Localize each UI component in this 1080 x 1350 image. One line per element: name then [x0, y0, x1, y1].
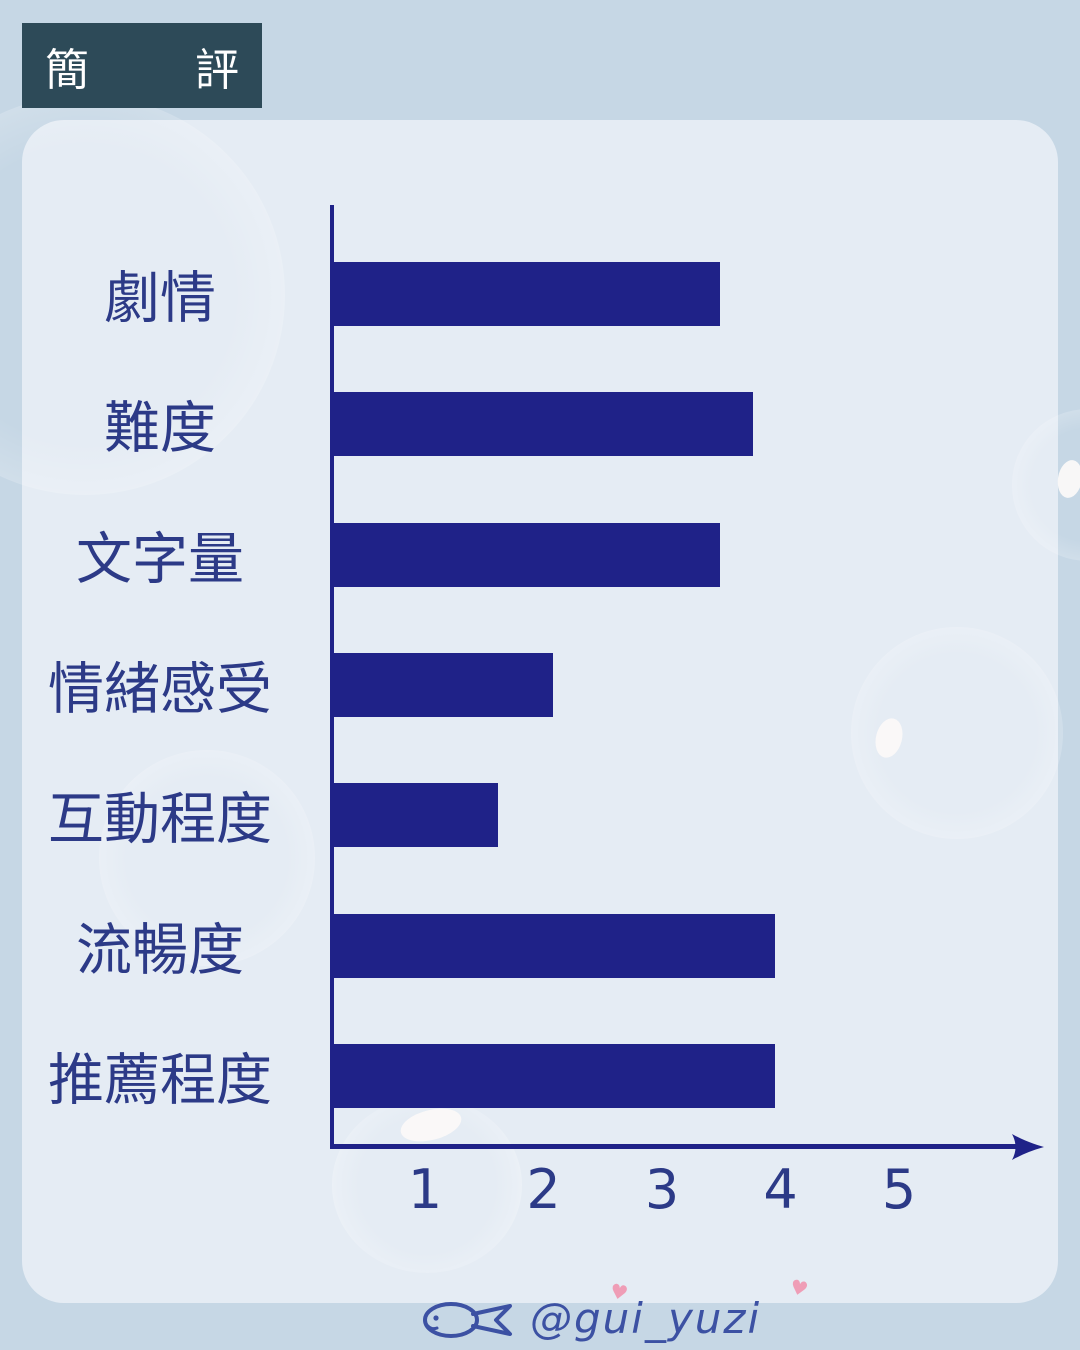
bar-7	[331, 1044, 775, 1108]
bar-2	[331, 392, 753, 456]
chart-title: 簡 評	[45, 44, 285, 96]
bubble-decoration	[99, 750, 315, 966]
category-label: 情緒感受	[48, 657, 272, 723]
x-tick-label: 5	[881, 1158, 917, 1221]
bar-5	[331, 783, 498, 847]
bar-3	[331, 523, 720, 587]
chart-title-box: 簡 評	[22, 23, 262, 108]
x-tick-label: 1	[407, 1158, 443, 1221]
author-handle: @gui_yuzi	[530, 1293, 762, 1343]
x-tick-label: 4	[763, 1158, 798, 1221]
category-label: 文字量	[76, 527, 244, 593]
category-label: 劇情	[104, 266, 216, 332]
author-signature: @gui_yuzi	[420, 1292, 761, 1344]
category-label: 流暢度	[76, 918, 244, 984]
category-label: 互動程度	[48, 787, 272, 853]
bar-1	[331, 262, 720, 326]
x-tick-label: 2	[526, 1158, 561, 1221]
x-axis-line	[330, 1144, 1018, 1149]
bar-4	[331, 653, 553, 717]
x-axis-arrow-icon	[1012, 1134, 1044, 1160]
bar-6	[331, 914, 775, 978]
x-tick-label: 3	[644, 1158, 680, 1221]
fish-doodle-icon	[423, 1302, 512, 1338]
category-label: 難度	[104, 396, 216, 462]
category-label: 推薦程度	[48, 1048, 272, 1114]
